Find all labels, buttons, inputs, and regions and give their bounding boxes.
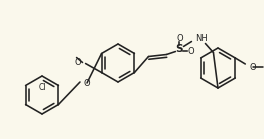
Text: O: O (83, 79, 89, 87)
Text: O: O (249, 63, 256, 71)
Text: Cl: Cl (38, 83, 46, 92)
Text: O: O (176, 34, 183, 43)
Text: NH: NH (195, 34, 208, 43)
Text: S: S (176, 44, 183, 54)
Text: O: O (75, 58, 82, 67)
Text: O: O (187, 47, 194, 56)
